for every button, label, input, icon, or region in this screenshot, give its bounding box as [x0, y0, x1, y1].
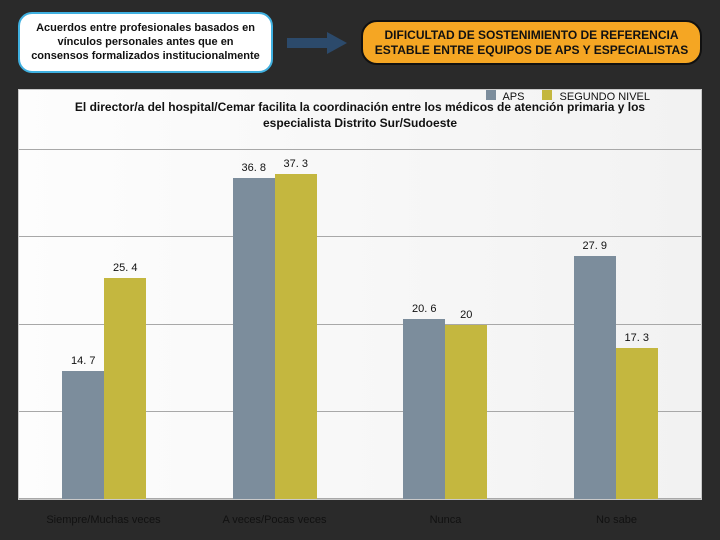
xaxis-label: Siempre/Muchas veces [18, 514, 189, 526]
chart-xaxis: Siempre/Muchas vecesA veces/Pocas vecesN… [18, 514, 702, 526]
left-callout-box: Acuerdos entre profesionales basados en … [18, 12, 273, 73]
chart-plot-area: 14. 725. 436. 837. 320. 62027. 917. 3 [19, 150, 701, 499]
bar: 17. 3 [616, 348, 658, 499]
arrow-icon [287, 32, 347, 54]
legend-item-segundo: SEGUNDO NIVEL [542, 90, 650, 103]
bar: 20 [445, 325, 487, 499]
bar: 14. 7 [62, 371, 104, 499]
right-callout-box: DIFICULTAD DE SOSTENIMIENTO DE REFERENCI… [361, 20, 702, 65]
bar-group: 20. 620 [360, 150, 531, 499]
legend-label-aps: APS [502, 91, 524, 103]
bar-group: 36. 837. 3 [190, 150, 361, 499]
bar-value-label: 25. 4 [104, 262, 146, 274]
chart-container: El director/a del hospital/Cemar facilit… [18, 89, 702, 500]
legend-item-aps: APS [486, 90, 524, 103]
header-row: Acuerdos entre profesionales basados en … [0, 0, 720, 81]
bar-value-label: 20 [445, 309, 487, 321]
bar-value-label: 36. 8 [233, 162, 275, 174]
bar-groups: 14. 725. 436. 837. 320. 62027. 917. 3 [19, 150, 701, 499]
bar-group: 14. 725. 4 [19, 150, 190, 499]
bar: 27. 9 [574, 256, 616, 499]
xaxis-label: No sabe [531, 514, 702, 526]
bar: 25. 4 [104, 278, 146, 499]
slide: Acuerdos entre profesionales basados en … [0, 0, 720, 540]
bar-value-label: 27. 9 [574, 240, 616, 252]
xaxis-label: Nunca [360, 514, 531, 526]
legend-label-segundo: SEGUNDO NIVEL [560, 91, 650, 103]
xaxis-label: A veces/Pocas veces [189, 514, 360, 526]
bar-value-label: 37. 3 [275, 158, 317, 170]
legend-swatch-segundo [542, 90, 552, 100]
bar: 36. 8 [233, 178, 275, 499]
bar-value-label: 14. 7 [62, 355, 104, 367]
legend-swatch-aps [486, 90, 496, 100]
bar-value-label: 20. 6 [403, 303, 445, 315]
bar-group: 27. 917. 3 [531, 150, 702, 499]
bar-value-label: 17. 3 [616, 332, 658, 344]
chart-legend: APS SEGUNDO NIVEL [486, 90, 650, 103]
bar: 20. 6 [403, 319, 445, 499]
bar: 37. 3 [275, 174, 317, 499]
